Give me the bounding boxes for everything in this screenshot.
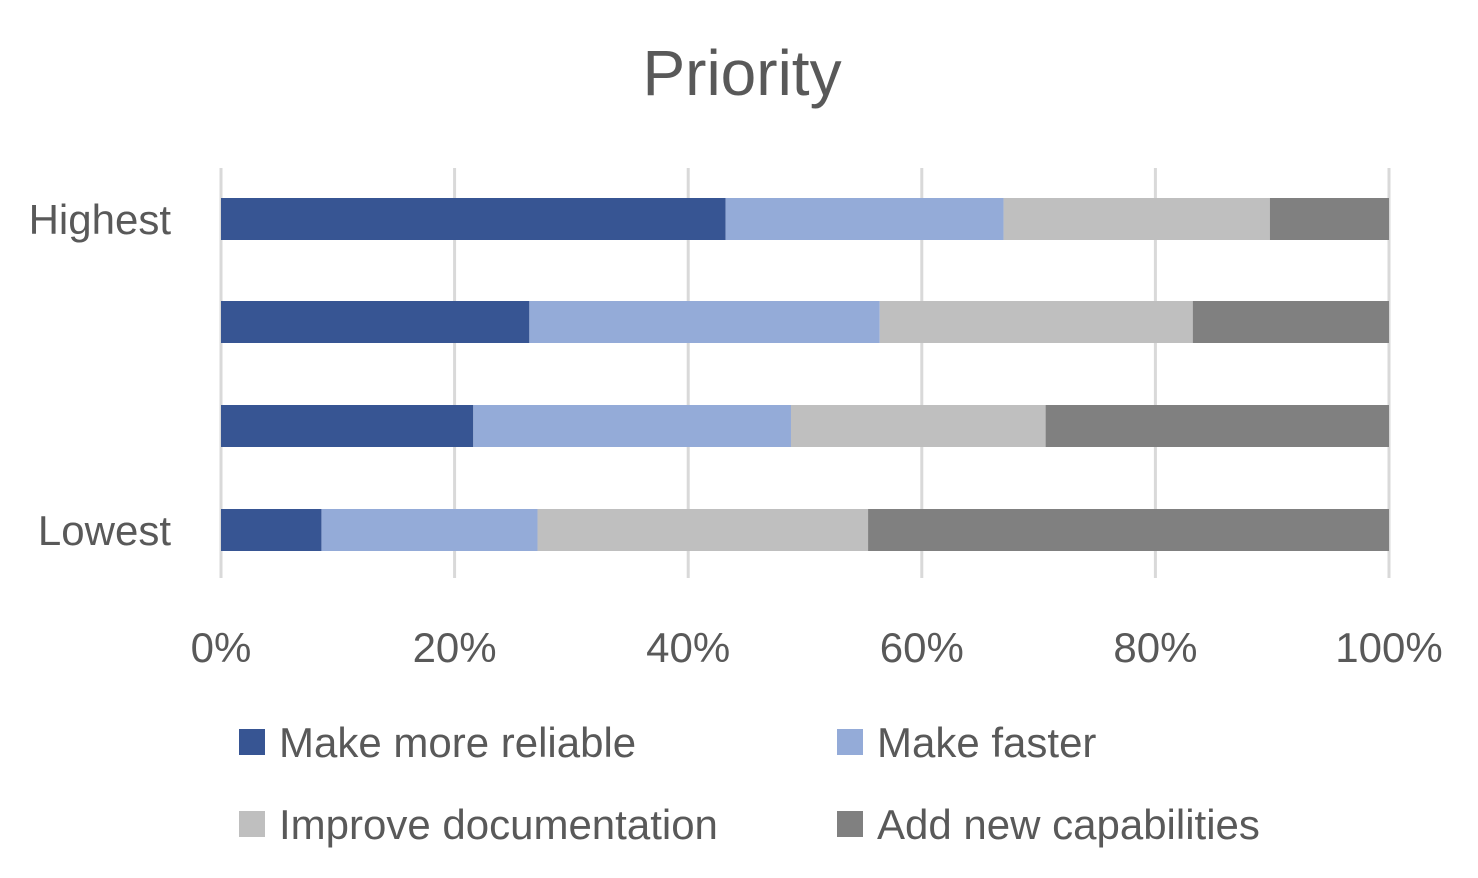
bar-row1-series2: [879, 301, 1193, 343]
bars: [221, 198, 1389, 551]
x-tick-label-0: 0%: [191, 624, 252, 671]
legend-swatch-3: [837, 811, 863, 837]
bar-row0-series2: [1003, 198, 1270, 240]
bar-row1-series0: [221, 301, 530, 343]
category-label-3: Lowest: [38, 507, 171, 554]
category-label-0: Highest: [29, 196, 172, 243]
x-tick-label-4: 80%: [1113, 624, 1197, 671]
legend-swatch-0: [239, 729, 265, 755]
bar-row2-series3: [1045, 405, 1389, 447]
legend-label-0: Make more reliable: [279, 719, 636, 766]
legend-label-3: Add new capabilities: [877, 801, 1260, 848]
legend: Make more reliable Make faster Improve doc…: [239, 719, 1260, 848]
bar-row3-series2: [537, 509, 869, 551]
legend-label-1: Make faster: [877, 719, 1096, 766]
category-labels: Highest Lowest: [29, 196, 172, 554]
bar-row3-series0: [221, 509, 322, 551]
bar-row0-series1: [725, 198, 1004, 240]
bar-row1-series3: [1192, 301, 1389, 343]
x-tick-labels: 0% 20% 40% 60% 80% 100%: [191, 624, 1443, 671]
bar-row2-series1: [473, 405, 791, 447]
x-tick-label-5: 100%: [1335, 624, 1442, 671]
legend-label-2: Improve documentation: [279, 801, 718, 848]
legend-swatch-1: [837, 729, 863, 755]
legend-swatch-2: [239, 811, 265, 837]
bar-row3-series3: [868, 509, 1389, 551]
bar-row0-series0: [221, 198, 726, 240]
bar-row3-series1: [321, 509, 538, 551]
bar-row2-series2: [790, 405, 1046, 447]
x-tick-label-3: 60%: [880, 624, 964, 671]
bar-row1-series1: [529, 301, 880, 343]
bar-row0-series3: [1269, 198, 1389, 240]
x-tick-label-1: 20%: [413, 624, 497, 671]
bar-row2-series0: [221, 405, 474, 447]
chart-title: Priority: [642, 37, 841, 109]
x-tick-label-2: 40%: [646, 624, 730, 671]
